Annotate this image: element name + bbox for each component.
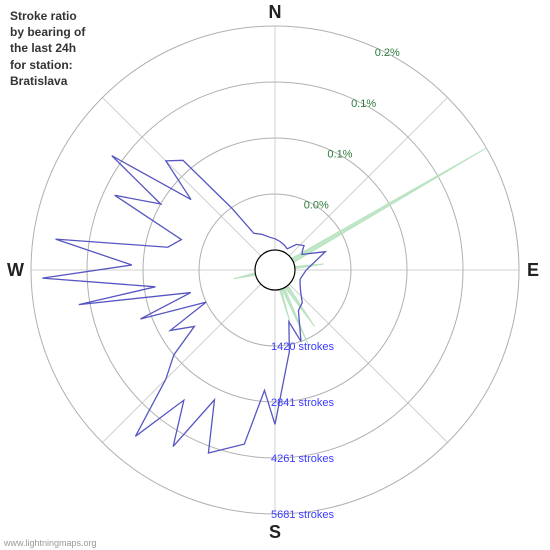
- green-ring-label: 0.2%: [375, 47, 400, 59]
- green-ring-label: 0.1%: [327, 149, 352, 161]
- green-ring-label: 0.1%: [351, 98, 376, 110]
- green-ring-label: 0.0%: [304, 199, 329, 211]
- ratio-polygon: [234, 148, 487, 346]
- center-circle: [255, 250, 295, 290]
- cardinal-n: N: [269, 2, 282, 22]
- cardinal-s: S: [269, 522, 281, 542]
- blue-ring-label: 1420 strokes: [271, 341, 334, 353]
- cardinal-e: E: [527, 260, 539, 280]
- chart-title: Stroke ratioby bearing ofthe last 24hfor…: [10, 8, 85, 89]
- blue-ring-label: 5681 strokes: [271, 509, 334, 521]
- blue-ring-label: 4261 strokes: [271, 453, 334, 465]
- blue-ring-label: 2841 strokes: [271, 397, 334, 409]
- cardinal-w: W: [7, 260, 24, 280]
- footer-credit: www.lightningmaps.org: [4, 538, 97, 548]
